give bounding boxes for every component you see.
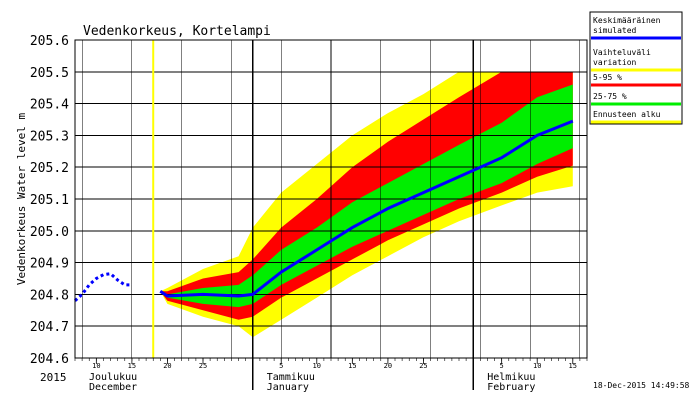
chart-grid — [75, 40, 587, 390]
legend-label: 5-95 % — [593, 73, 622, 82]
x-tick-label: 20 — [163, 362, 171, 370]
x-tick-label: 10 — [533, 362, 541, 370]
y-tick-label: 205.6 — [30, 34, 69, 49]
y-tick-label: 205.4 — [30, 98, 69, 113]
year-label: 2015 — [40, 371, 67, 384]
y-tick-label: 205.2 — [30, 161, 69, 176]
month-label-fi: Joulukuu — [89, 372, 137, 383]
chart-bands — [160, 71, 573, 338]
y-tick-label: 204.7 — [30, 320, 69, 335]
y-tick-label: 205.3 — [30, 129, 69, 144]
y-tick-label: 204.9 — [30, 257, 69, 272]
legend-label: Vaihteluväli — [593, 48, 651, 57]
simulated-mean-line — [159, 119, 574, 298]
legend-label: Ennusteen alku — [593, 110, 661, 119]
x-tick-label: 25 — [419, 362, 427, 370]
y-tick-label: 204.8 — [30, 288, 69, 303]
x-tick-label: 10 — [92, 362, 100, 370]
month-label-en: January — [267, 382, 309, 393]
legend-label: 25-75 % — [593, 92, 627, 101]
month-label-fi: Helmikuu — [487, 372, 535, 383]
observed-series-line — [73, 272, 132, 302]
legend-sublabel: variation — [593, 58, 637, 67]
y-axis-ticks: 204.6 204.7 204.8 204.9 205.0 205.1 205.2 205.3… — [30, 34, 69, 367]
x-tick-label: 25 — [199, 362, 207, 370]
x-tick-label: 15 — [348, 362, 356, 370]
y-tick-label: 205.5 — [30, 66, 69, 81]
chart-lines — [73, 40, 574, 358]
p25-75-band — [160, 84, 573, 308]
legend-label: Keskimääräinen — [593, 16, 661, 25]
x-tick-label: 20 — [384, 362, 392, 370]
month-label-en: February — [487, 382, 535, 393]
x-tick-label: 15 — [569, 362, 577, 370]
y-tick-label: 204.6 — [30, 352, 69, 367]
x-axis-ticks: 10 15 20 25 5 10 15 20 25 5 10 15 — [74, 358, 588, 370]
x-tick-label: 5 — [279, 362, 283, 370]
timestamp: 18-Dec-2015 14:49:58 — [593, 381, 690, 390]
x-tick-label: 15 — [128, 362, 136, 370]
x-tick-label: 5 — [500, 362, 504, 370]
y-tick-label: 205.0 — [30, 225, 69, 240]
y-tick-label: 205.1 — [30, 193, 69, 208]
month-label-fi: Tammikuu — [267, 372, 315, 383]
x-tick-label: 10 — [313, 362, 321, 370]
y-axis-label: Vedenkorkeus Water level m — [15, 113, 28, 286]
chart-title: Vedenkorkeus, Kortelampi — [83, 24, 271, 39]
legend-sublabel: simulated — [593, 26, 637, 35]
month-label-en: December — [89, 382, 137, 393]
